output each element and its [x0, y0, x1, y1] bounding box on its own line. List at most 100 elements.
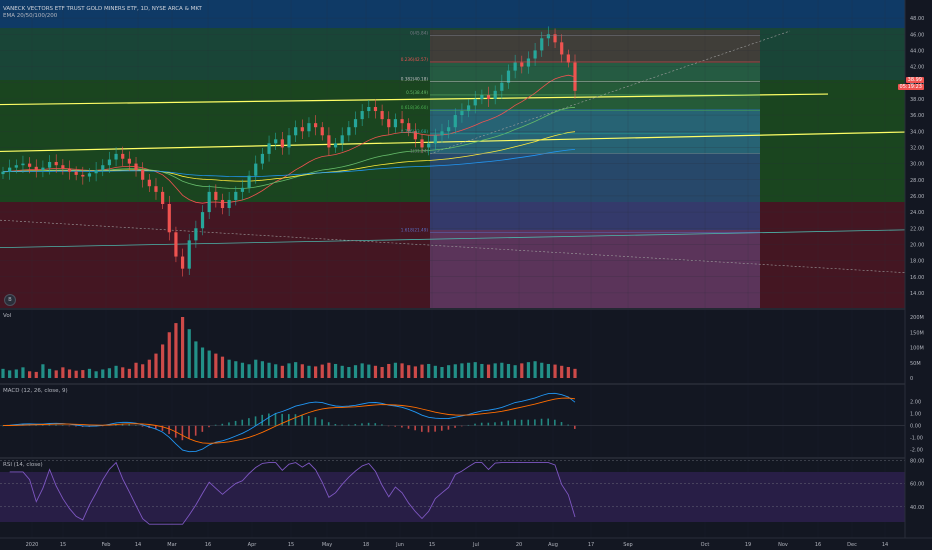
macd-histogram-bar: [427, 425, 430, 433]
macd-pane-label[interactable]: MACD (12, 26, close, 9): [3, 388, 68, 394]
time-tick-label: 15: [288, 542, 294, 548]
volume-bar: [314, 366, 318, 378]
macd-histogram-bar: [507, 420, 510, 426]
fib-level-label: 0(45.84): [410, 31, 428, 36]
macd-tick-label: -1.00: [910, 436, 923, 442]
price-axis[interactable]: 14.00 16.00 18.00 20.00 22.00 24.00 26.00 28.00…: [910, 16, 924, 511]
macd-histogram-bar: [307, 415, 310, 426]
volume-bar: [61, 367, 65, 378]
volume-bar: [440, 367, 444, 378]
macd-histogram-bar: [381, 424, 383, 426]
macd-histogram-bar: [48, 424, 51, 426]
volume-bar: [180, 317, 185, 378]
macd-histogram-bar: [228, 422, 230, 426]
price-tick-label: 18.00: [910, 259, 924, 265]
macd-histogram-bar: [454, 425, 456, 428]
volume-bar: [347, 367, 351, 378]
volume-bar: [240, 362, 245, 378]
price-tick-label: 20.00: [910, 242, 924, 248]
time-tick-label: 16: [815, 542, 821, 548]
candle-body: [380, 111, 384, 120]
price-tick-label: 34.00: [910, 129, 924, 135]
macd-histogram-bar: [201, 425, 204, 432]
volume-bar: [533, 361, 537, 378]
candle-body: [28, 163, 32, 167]
volume-bar: [107, 368, 112, 378]
volume-bar: [41, 364, 45, 378]
price-tick-label: 26.00: [910, 194, 924, 200]
candle-body: [353, 119, 358, 128]
macd-histogram-bar: [434, 425, 436, 432]
macd-histogram-bar: [161, 425, 164, 431]
time-tick-label: Dec: [847, 542, 857, 548]
volume-pane-label[interactable]: Vol: [3, 313, 12, 319]
time-axis[interactable]: 2020 15 Feb 14 Mar 16 Apr 15 May 18 Jun 15 Jul 20 Aug 1…: [26, 542, 889, 548]
candle-body: [167, 204, 171, 233]
candle-body: [294, 127, 298, 136]
volume-bar: [274, 364, 278, 378]
candle-body: [506, 70, 511, 83]
candle-body: [466, 105, 471, 112]
candle-body: [420, 139, 424, 148]
volume-bar: [54, 370, 58, 378]
price-tick-label: 28.00: [910, 178, 924, 184]
time-tick-label: May: [322, 542, 332, 548]
time-tick-label: Apr: [248, 542, 258, 548]
candle-body: [300, 127, 304, 132]
candle-body: [247, 175, 251, 188]
volume-bar: [147, 359, 151, 378]
candle-body: [61, 165, 65, 169]
candle-body: [347, 127, 351, 136]
candle-body: [227, 199, 231, 209]
macd-histogram-bar: [141, 425, 144, 427]
volume-bar: [154, 353, 158, 378]
time-tick-label: 18: [363, 542, 369, 548]
volume-bar: [300, 364, 304, 378]
macd-histogram-bar: [394, 425, 397, 427]
candle-body: [127, 158, 131, 164]
volume-bar: [546, 363, 550, 378]
macd-histogram-bar: [401, 425, 403, 428]
fib-labels: 0(45.84) 0.236(42.57) 0.382(40.18) 0.5(38.4…: [401, 31, 760, 233]
macd-histogram-bar: [288, 414, 290, 426]
volume-tick-label: 200M: [910, 315, 924, 321]
candle-body: [540, 38, 544, 51]
candle-body: [453, 115, 457, 128]
rsi-pane-label[interactable]: RSI (14, close): [3, 462, 43, 468]
volume-bar: [74, 370, 78, 378]
fib-level-label: 1(31.24): [410, 149, 428, 154]
volume-bar: [320, 364, 324, 378]
macd-histogram-bar: [407, 425, 410, 429]
time-tick-label: Aug: [548, 542, 558, 548]
candle-body: [533, 50, 537, 59]
macd-tick-label: 1.00: [910, 412, 921, 418]
candle-body: [387, 119, 391, 128]
candle-body: [94, 170, 98, 174]
candle-body: [254, 163, 258, 176]
candle-body: [134, 163, 138, 171]
macd-histogram-bar: [520, 419, 523, 426]
macd-histogram-bar: [547, 418, 549, 426]
time-tick-label: 19: [745, 542, 751, 548]
volume-bar: [373, 365, 378, 378]
volume-bars: [1, 317, 577, 378]
macd-signal-line: [2, 397, 576, 444]
macd-histogram-bar: [421, 425, 423, 432]
b-badge[interactable]: B: [4, 294, 16, 306]
support-line: [0, 229, 906, 249]
price-tick-label: 32.00: [910, 145, 924, 151]
candle-body: [413, 131, 417, 140]
macd-histogram-bar: [467, 424, 470, 426]
time-tick-label: 14: [882, 542, 888, 548]
macd-histogram-bar: [241, 419, 244, 426]
candle-body: [54, 161, 58, 166]
volume-bar: [387, 363, 391, 378]
ema-indicator-label[interactable]: EMA 20/50/100/200: [3, 13, 58, 19]
candle-body: [141, 170, 145, 180]
candle-body: [207, 191, 211, 213]
volume-bar: [207, 350, 211, 378]
volume-bar: [427, 363, 431, 378]
fib-box-mid: [430, 109, 760, 154]
macd-histogram-bar: [474, 423, 476, 426]
